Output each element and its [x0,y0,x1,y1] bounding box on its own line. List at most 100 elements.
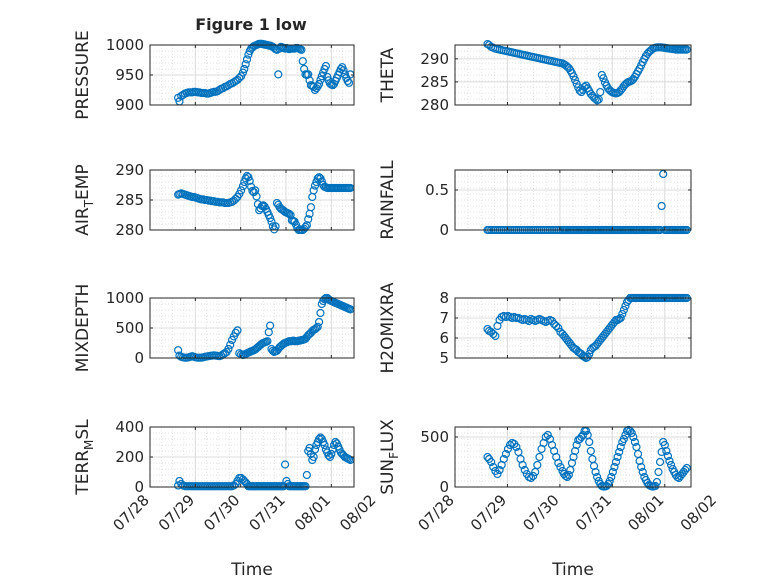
data-point [317,72,326,81]
series-air-temp [174,171,355,235]
data-point [616,442,625,452]
figure-title: Figure 1 low [195,15,307,34]
data-point [569,72,578,81]
data-point [682,45,691,54]
data-point [251,186,260,195]
x-tick-label: 07/28 [110,491,153,534]
data-point [662,446,671,456]
data-point [301,482,310,491]
x-axis-label: Time [551,560,594,580]
data-point [263,337,272,346]
data-point [665,456,674,466]
data-point [619,305,628,315]
data-point [224,344,233,354]
data-point [569,452,578,462]
data-point [605,476,614,486]
axes-box [454,426,692,488]
data-point [613,452,622,462]
panel-sun-flux: 0 500 07/28 07/29 07/30 07/31 08/01 08/02 Time SU… [378,419,720,580]
y-tick-label: 7 [439,309,449,327]
y-tick-label: 0 [439,221,449,239]
x-tick-label: 07/31 [572,491,615,534]
y-tick-label: 1000 [106,289,144,307]
x-tick-label: 08/01 [291,491,334,534]
data-point [493,469,502,479]
data-point [266,213,275,223]
data-point [309,186,318,195]
data-point [570,75,580,85]
data-point [594,95,603,104]
data-point [302,221,311,230]
data-point [272,198,282,208]
data-point [280,460,290,469]
data-point [312,84,321,93]
series-terr-msl [174,433,355,491]
data-point [610,462,619,472]
data-point [304,331,313,340]
x-tick-label: 07/28 [415,491,458,534]
data-point [249,188,258,197]
data-point [501,449,510,459]
series-theta [483,39,691,105]
data-point [655,457,665,467]
data-point [328,81,337,90]
data-point [657,447,666,457]
data-point [305,443,314,453]
y-axis-label: THETA [378,47,398,103]
data-point [627,428,636,438]
data-point [635,456,644,466]
data-point [327,449,336,459]
data-point [319,68,328,77]
y-tick-label: 290 [115,161,144,179]
data-point [629,432,638,442]
data-point [314,79,324,89]
data-point [331,437,340,447]
data-point [657,201,666,211]
data-point [226,340,235,349]
y-axis-label: PRESSURE [73,30,93,119]
data-point [556,462,565,472]
data-point [541,432,550,442]
data-point [591,467,600,477]
data-point [681,465,690,475]
data-point [297,45,306,54]
x-tick-label: 08/02 [677,491,720,534]
data-point [591,94,600,104]
data-point [572,79,581,88]
data-point [593,96,602,105]
x-tick-label: 07/30 [519,491,562,534]
data-point [310,181,320,190]
data-point [491,331,500,341]
data-point [526,473,536,483]
y-axis-label: RAINFALL [378,160,398,240]
data-point [238,68,248,77]
data-point [309,452,318,462]
data-point [321,61,330,71]
y-tick-label: 5 [439,349,449,367]
data-point [233,326,242,335]
data-point [518,460,527,470]
data-point [344,78,354,87]
data-point [543,430,552,440]
data-point [567,458,577,468]
x-tick-label: 08/01 [624,491,667,534]
data-point [503,444,513,454]
data-point [310,445,320,454]
data-point [323,72,332,81]
data-point [310,325,320,334]
panel-terr-msl: 0 200 400 07/28 07/29 07/30 07/31 08/01 08/02 Tim… [73,418,379,580]
data-point [630,437,639,447]
data-point [298,57,307,66]
data-point [663,451,673,461]
data-point [244,173,253,182]
data-point [499,454,508,464]
data-point [285,209,294,218]
data-point [240,64,249,74]
panel-theta: 280 285 290 THETA [378,39,692,114]
data-point [654,467,663,477]
data-point [682,463,691,473]
data-point [316,308,325,318]
data-point [570,446,580,456]
data-point [563,472,572,482]
